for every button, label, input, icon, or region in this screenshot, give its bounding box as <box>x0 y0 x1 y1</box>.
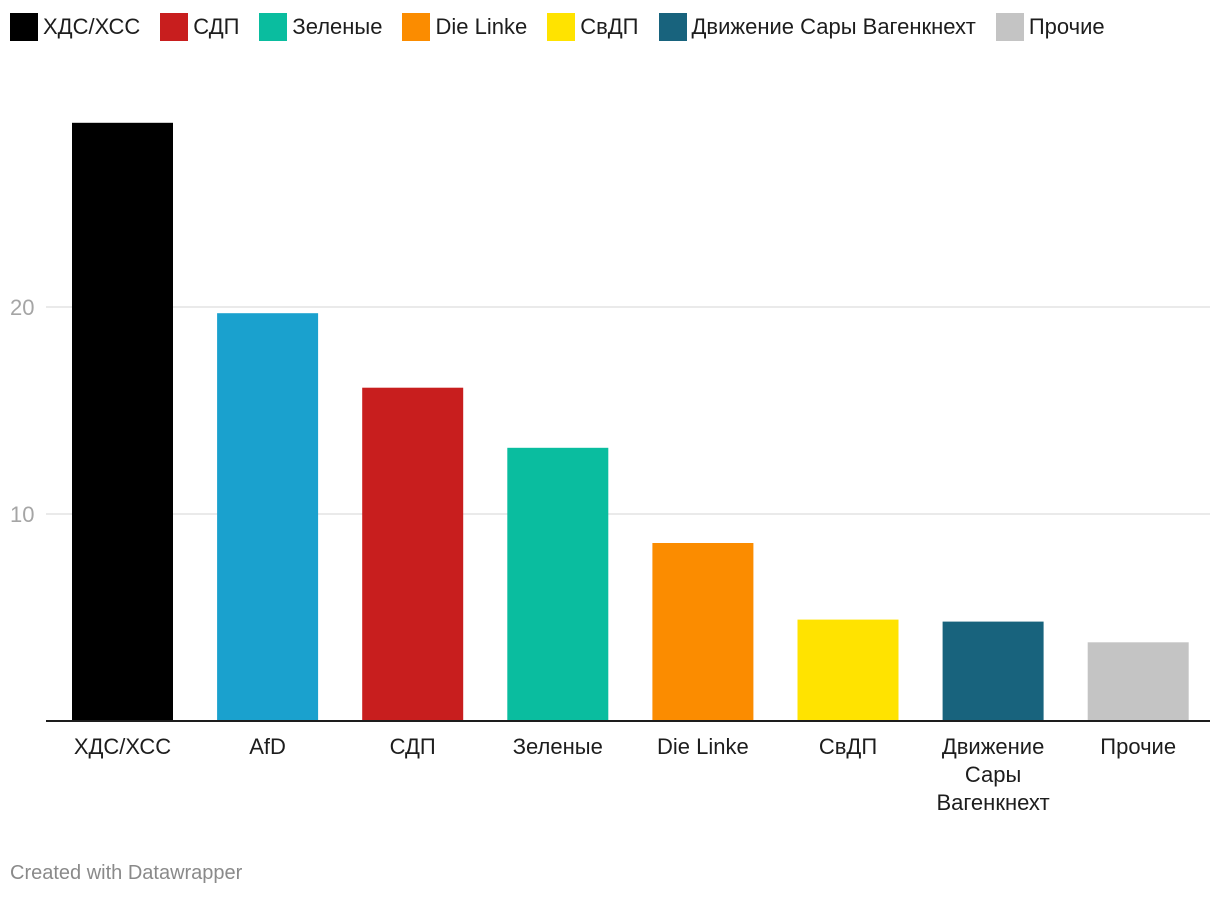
category-label: СДП <box>390 734 436 759</box>
legend-label: ХДС/ХСС <box>43 14 141 39</box>
y-tick-label: 20 <box>10 295 34 320</box>
category-label: Die Linke <box>657 734 749 759</box>
legend-swatch <box>259 13 288 41</box>
category-label: СвДП <box>819 734 877 759</box>
category-label: ХДС/ХСС <box>74 734 171 759</box>
bar-die-linke <box>652 543 754 721</box>
bar-прочие <box>1087 642 1189 721</box>
bar-chart: 10 20 ХДС/ХСС AfD СДП Зеленые Die Linke СвДП Дв… <box>10 122 1210 815</box>
legend-item: Движение Сары Вагенкнехт <box>658 13 976 41</box>
legend-swatch <box>658 13 687 41</box>
bars <box>72 122 1189 722</box>
category-label: Зеленые <box>513 734 603 759</box>
bar-сдп <box>362 387 464 721</box>
legend-label: Движение Сары Вагенкнехт <box>691 14 976 39</box>
legend-label: СДП <box>193 14 240 39</box>
legend-swatch <box>402 13 431 41</box>
legend-item: Die Linke <box>402 13 527 41</box>
legend-item: СвДП <box>547 13 639 41</box>
legend-swatch <box>160 13 189 41</box>
gridlines: 10 20 <box>10 295 1210 527</box>
y-tick-label: 10 <box>10 502 34 527</box>
legend-item: Зеленые <box>259 13 382 41</box>
legend-item: ХДС/ХСС <box>10 13 140 41</box>
legend-item: СДП <box>160 13 239 41</box>
bar-хдс-хсс <box>72 122 173 722</box>
legend-item: Прочие <box>995 13 1105 41</box>
legend-swatch <box>995 13 1024 41</box>
legend-label: Die Linke <box>435 14 528 39</box>
category-label: AfD <box>249 734 286 759</box>
bar-afd <box>217 313 319 721</box>
category-label: Прочие <box>1100 734 1176 759</box>
legend-label: СвДП <box>580 14 639 39</box>
footer-credit: Created with Datawrapper <box>10 862 243 884</box>
bar-зеленые <box>507 447 609 721</box>
bar-свдп <box>797 619 899 721</box>
category-labels: ХДС/ХСС AfD СДП Зеленые Die Linke СвДП Движени… <box>74 734 1176 815</box>
legend-label: Зеленые <box>292 14 383 39</box>
category-label: Движение Сары Вагенкнехт <box>936 734 1049 815</box>
bar-движение-сары-вагенкнехт <box>942 621 1044 721</box>
legend-label: Прочие <box>1028 14 1105 39</box>
legend-swatch <box>10 13 38 41</box>
legend-swatch <box>547 13 576 41</box>
legend: ХДС/ХСС СДП Зеленые Die Linke СвДП Движение С… <box>10 10 1215 44</box>
